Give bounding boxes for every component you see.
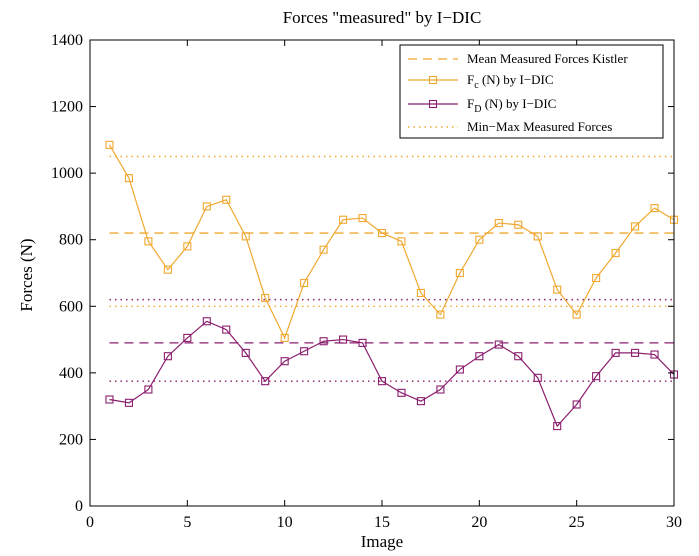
data-point — [183, 242, 192, 251]
data-point — [533, 232, 542, 241]
data-point — [416, 397, 425, 406]
y-tick-label: 1200 — [51, 99, 83, 116]
data-point — [300, 347, 309, 356]
data-point — [572, 400, 581, 409]
data-point — [319, 245, 328, 254]
data-point — [339, 215, 348, 224]
data-point — [650, 204, 659, 213]
data-point — [222, 325, 231, 334]
y-tick-label: 200 — [59, 431, 83, 448]
data-point — [631, 222, 640, 231]
data-point — [455, 365, 464, 374]
x-tick-label: 20 — [471, 514, 487, 531]
data-point — [494, 340, 503, 349]
data-point — [261, 293, 270, 303]
legend-label-2: FD (N) by I−DIC — [467, 96, 556, 115]
data-point — [280, 333, 289, 342]
data-point — [241, 232, 250, 241]
data-point — [592, 372, 601, 381]
y-tick-label: 600 — [59, 298, 83, 315]
x-tick-label: 5 — [183, 514, 191, 531]
chart-title: Forces "measured" by I−DIC — [283, 8, 482, 27]
legend-box — [399, 44, 664, 139]
data-point — [494, 219, 503, 228]
data-point — [436, 385, 445, 394]
data-point — [358, 214, 367, 223]
data-point — [611, 348, 620, 357]
data-point — [455, 268, 464, 278]
legend-swatch-marker — [428, 75, 438, 85]
y-axis-label: Forces (N) — [17, 238, 36, 311]
x-tick-label: 15 — [374, 514, 390, 531]
y-tick-label: 1400 — [51, 32, 83, 49]
y-tick-label: 0 — [75, 498, 83, 515]
data-point — [436, 310, 445, 319]
data-point — [124, 174, 133, 183]
data-point — [553, 285, 562, 294]
data-point — [377, 229, 387, 238]
data-point — [592, 273, 601, 283]
x-tick-label: 10 — [277, 514, 293, 531]
data-point — [183, 333, 192, 342]
series-line-0 — [108, 144, 675, 340]
data-point — [202, 317, 211, 326]
data-point — [475, 235, 484, 244]
y-tick-label: 1000 — [51, 165, 83, 182]
data-point — [319, 337, 328, 346]
data-point — [202, 202, 211, 211]
x-axis-label: Image — [361, 532, 403, 551]
y-tick-label: 800 — [59, 232, 83, 249]
data-point — [261, 377, 270, 386]
data-point — [105, 395, 114, 404]
data-point — [163, 265, 172, 274]
data-point — [514, 352, 523, 361]
data-point — [300, 278, 309, 288]
legend-swatch-marker — [428, 99, 438, 109]
data-point — [280, 357, 289, 366]
data-point — [339, 335, 348, 344]
legend-label-1: Fc (N) by I−DIC — [467, 72, 554, 91]
data-point — [397, 237, 406, 246]
data-point — [105, 140, 114, 149]
data-point — [163, 352, 172, 361]
data-point — [650, 350, 659, 359]
data-point — [631, 348, 640, 357]
data-point — [397, 388, 406, 397]
y-tick-label: 400 — [59, 365, 83, 382]
data-point — [241, 348, 250, 357]
data-point — [124, 398, 133, 407]
data-point — [553, 422, 562, 431]
data-point — [222, 195, 231, 204]
data-point — [144, 385, 153, 394]
legend: Mean Measured Forces Kistler Fc (N) by I−… — [399, 44, 664, 139]
data-point — [533, 373, 542, 382]
data-point — [514, 220, 523, 229]
data-point — [416, 288, 425, 298]
data-point — [358, 338, 367, 347]
legend-label-3: Min−Max Measured Forces — [467, 119, 612, 134]
data-point — [572, 310, 581, 319]
x-tick-label: 30 — [666, 514, 682, 531]
data-point — [144, 237, 153, 246]
x-tick-label: 25 — [569, 514, 585, 531]
data-point — [475, 352, 484, 361]
data-point — [611, 248, 620, 258]
series-line-1 — [109, 320, 675, 428]
data-point — [377, 377, 387, 386]
x-tick-label: 0 — [86, 514, 94, 531]
legend-label-0: Mean Measured Forces Kistler — [467, 51, 628, 66]
